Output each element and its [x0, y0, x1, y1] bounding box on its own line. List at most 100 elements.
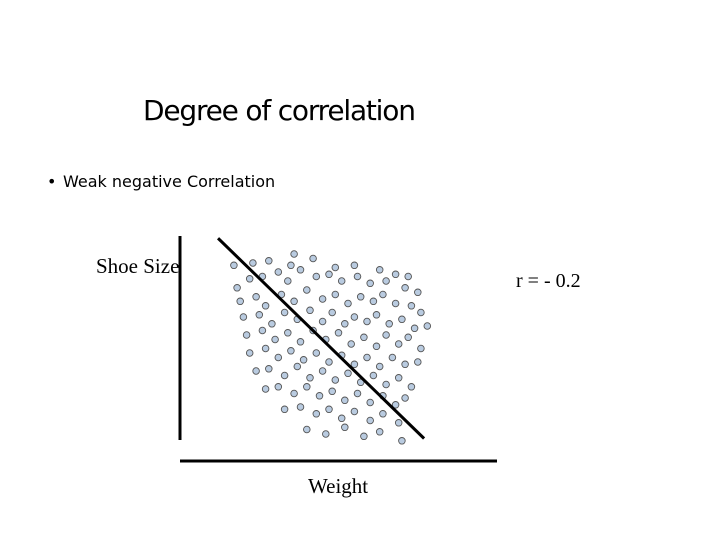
- data-point: [417, 344, 425, 353]
- data-point: [271, 335, 279, 344]
- data-point: [284, 277, 292, 285]
- data-point: [401, 284, 409, 292]
- data-point: [255, 311, 264, 319]
- data-point: [398, 315, 406, 324]
- data-point: [404, 272, 412, 281]
- data-point: [410, 324, 419, 333]
- data-point: [249, 259, 257, 267]
- data-point: [258, 326, 267, 335]
- data-point: [268, 320, 276, 328]
- data-point: [299, 356, 308, 364]
- data-point: [366, 416, 374, 425]
- data-point: [356, 293, 365, 301]
- data-point: [417, 308, 425, 317]
- data-point: [356, 378, 365, 387]
- data-point: [401, 360, 409, 369]
- data-point: [394, 419, 403, 427]
- data-point: [341, 320, 349, 328]
- data-point: [239, 313, 248, 321]
- slide-title: Degree of correlation: [143, 94, 416, 127]
- data-point: [350, 261, 359, 270]
- data-point: [363, 353, 371, 362]
- data-point: [347, 340, 355, 348]
- data-point: [252, 367, 260, 375]
- data-point: [331, 376, 340, 384]
- data-point: [287, 261, 295, 270]
- data-point: [391, 401, 400, 409]
- data-point: [372, 311, 381, 319]
- data-point: [337, 277, 346, 285]
- data-point: [245, 349, 254, 357]
- bullet-text: Weak negative Correlation: [63, 172, 276, 191]
- data-point: [290, 297, 298, 306]
- data-point: [369, 297, 378, 306]
- data-point: [353, 272, 362, 281]
- data-point: [318, 367, 327, 375]
- data-point: [325, 358, 333, 366]
- data-point: [265, 365, 273, 373]
- data-point: [280, 405, 289, 414]
- data-point: [325, 405, 333, 414]
- data-point: [375, 362, 384, 371]
- trend-line: [216, 237, 426, 440]
- data-point: [312, 272, 321, 281]
- data-point: [328, 308, 336, 317]
- data-point: [318, 317, 327, 326]
- data-point: [261, 302, 270, 310]
- data-point: [391, 270, 400, 279]
- data-point: [341, 423, 349, 432]
- data-point: [306, 374, 314, 382]
- data-point: [287, 347, 295, 355]
- data-point: [303, 425, 311, 434]
- bullet-icon: •: [47, 172, 57, 191]
- data-point: [363, 317, 371, 326]
- data-point: [414, 288, 422, 297]
- data-point: [296, 403, 305, 411]
- x-axis-label: Weight: [308, 474, 369, 498]
- data-point: [274, 383, 283, 391]
- data-point: [341, 396, 349, 405]
- bullet-item: • Weak negative Correlation: [47, 172, 275, 191]
- data-point: [407, 383, 416, 391]
- data-point: [312, 410, 321, 418]
- data-point: [360, 333, 368, 342]
- data-point: [331, 290, 340, 299]
- data-point: [379, 290, 387, 299]
- data-point: [344, 369, 352, 378]
- data-point: [315, 392, 324, 400]
- data-point: [344, 299, 352, 308]
- data-point: [233, 284, 241, 292]
- data-point: [252, 293, 260, 301]
- data-point: [379, 410, 387, 418]
- data-point: [318, 295, 327, 303]
- data-point: [265, 257, 273, 265]
- data-point: [293, 362, 302, 371]
- data-point: [274, 353, 283, 362]
- data-point: [236, 297, 244, 306]
- data-point: [394, 374, 403, 382]
- data-point: [303, 383, 311, 391]
- data-point: [303, 286, 311, 294]
- data-points: [230, 250, 432, 445]
- data-point: [261, 385, 270, 393]
- data-point: [337, 414, 346, 423]
- data-point: [312, 349, 321, 357]
- data-point: [309, 254, 317, 263]
- data-point: [290, 250, 298, 258]
- data-point: [360, 432, 368, 441]
- data-point: [391, 299, 400, 308]
- data-point: [385, 320, 393, 328]
- data-point: [375, 428, 384, 436]
- data-point: [290, 389, 298, 398]
- data-point: [296, 338, 305, 346]
- data-point: [334, 329, 343, 337]
- data-point: [350, 360, 359, 369]
- data-point: [230, 261, 238, 270]
- data-point: [382, 331, 390, 339]
- correlation-annotation: r = - 0.2: [516, 270, 581, 292]
- data-point: [407, 302, 416, 310]
- data-point: [245, 275, 254, 283]
- data-point: [423, 322, 432, 330]
- data-point: [404, 333, 412, 342]
- data-point: [325, 270, 333, 279]
